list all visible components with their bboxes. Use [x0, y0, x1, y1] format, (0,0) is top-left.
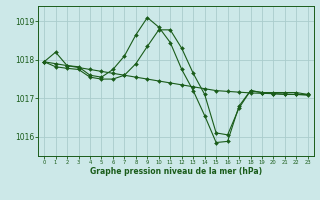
X-axis label: Graphe pression niveau de la mer (hPa): Graphe pression niveau de la mer (hPa) — [90, 167, 262, 176]
